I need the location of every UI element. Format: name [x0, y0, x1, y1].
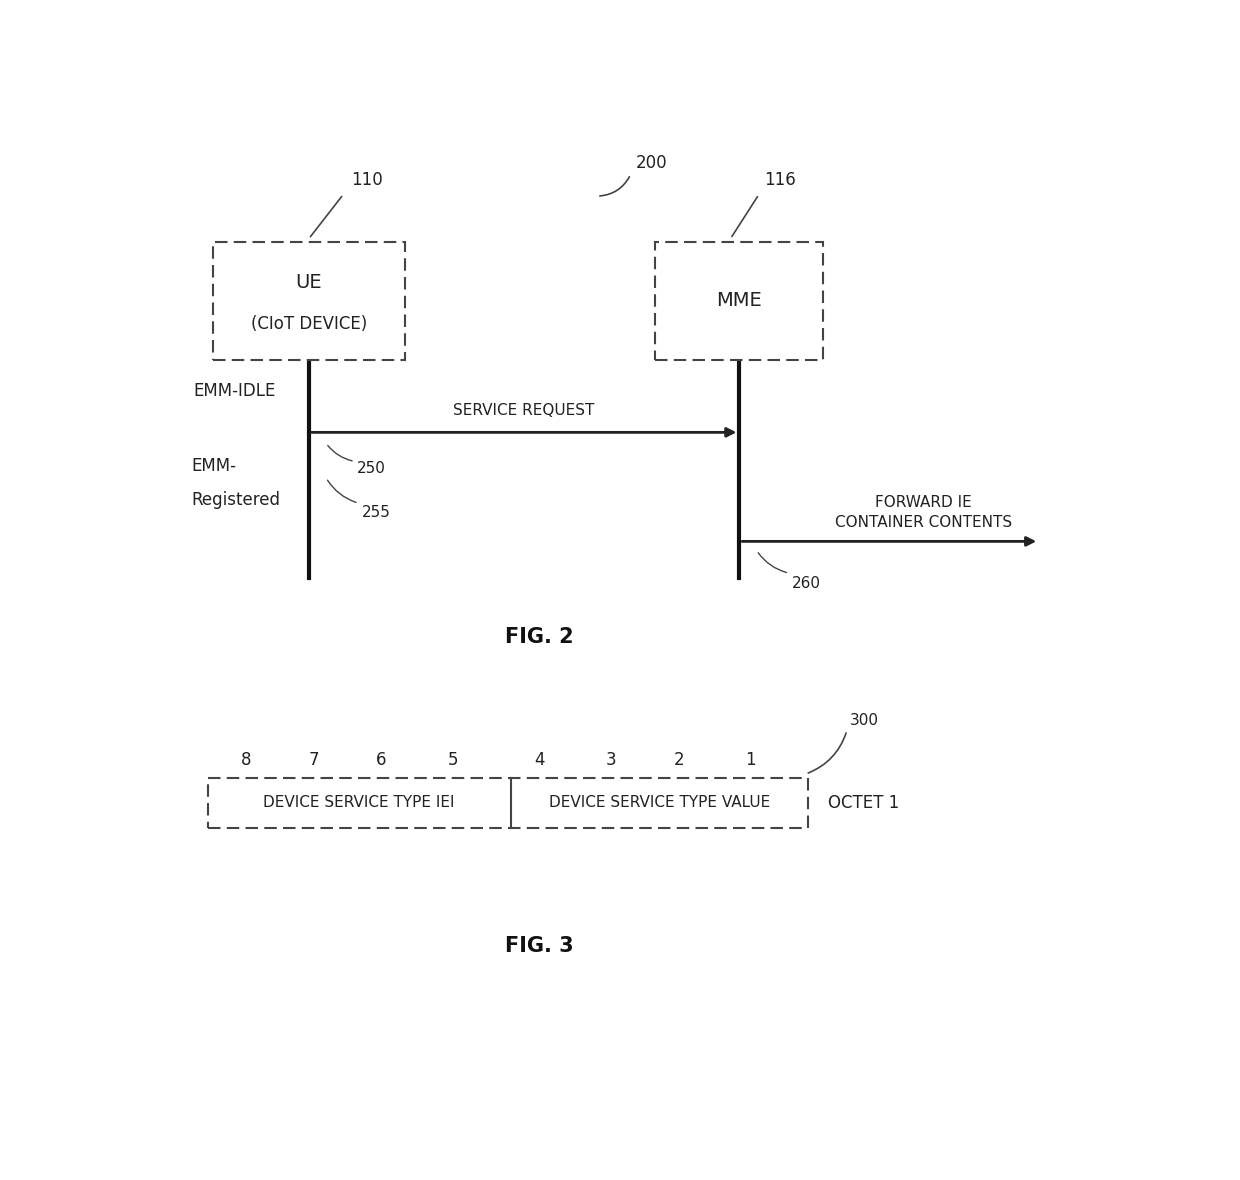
Text: 255: 255 — [362, 505, 391, 520]
Text: 7: 7 — [309, 750, 319, 768]
Text: 116: 116 — [764, 171, 796, 189]
Text: 1: 1 — [745, 750, 756, 768]
Text: 300: 300 — [849, 713, 879, 728]
Text: FIG. 3: FIG. 3 — [505, 936, 574, 956]
Text: 200: 200 — [635, 153, 667, 171]
Text: 4: 4 — [534, 750, 544, 768]
Text: SERVICE REQUEST: SERVICE REQUEST — [454, 402, 595, 418]
Text: 6: 6 — [376, 750, 386, 768]
Text: 110: 110 — [351, 171, 383, 189]
Bar — [655, 242, 823, 360]
Text: (CIoT DEVICE): (CIoT DEVICE) — [250, 315, 367, 333]
Bar — [208, 778, 808, 827]
Text: 2: 2 — [673, 750, 684, 768]
Text: DEVICE SERVICE TYPE VALUE: DEVICE SERVICE TYPE VALUE — [549, 795, 770, 811]
Text: EMM-: EMM- — [191, 457, 237, 476]
Text: MME: MME — [715, 291, 761, 310]
Text: EMM-IDLE: EMM-IDLE — [193, 382, 275, 400]
Text: 3: 3 — [606, 750, 616, 768]
Text: FIG. 2: FIG. 2 — [505, 627, 574, 647]
Text: FORWARD IE: FORWARD IE — [875, 494, 972, 510]
Text: CONTAINER CONTENTS: CONTAINER CONTENTS — [836, 516, 1012, 531]
Text: 5: 5 — [448, 750, 458, 768]
Text: Registered: Registered — [191, 491, 280, 510]
Bar — [213, 242, 404, 360]
Text: 8: 8 — [241, 750, 252, 768]
Text: DEVICE SERVICE TYPE IEI: DEVICE SERVICE TYPE IEI — [263, 795, 455, 811]
Text: 250: 250 — [357, 461, 386, 477]
Text: 260: 260 — [792, 576, 821, 591]
Text: UE: UE — [295, 274, 322, 293]
Text: OCTET 1: OCTET 1 — [828, 794, 899, 812]
